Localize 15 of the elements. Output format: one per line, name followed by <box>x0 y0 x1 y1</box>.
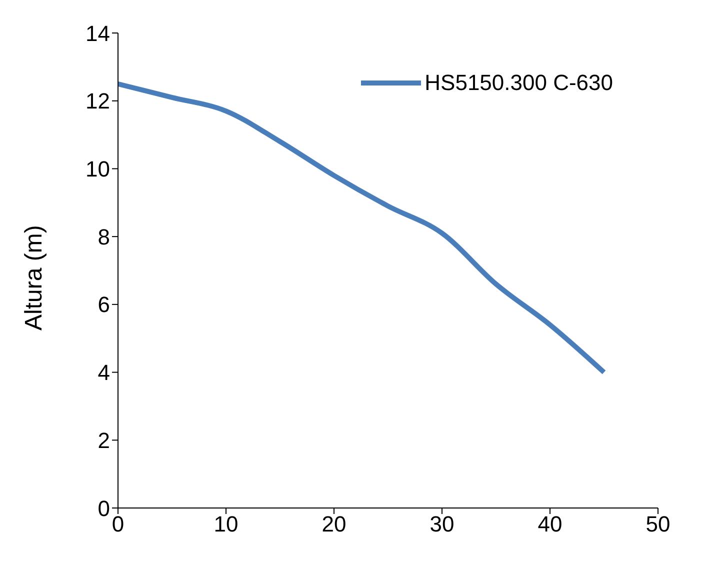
y-tick-label: 10 <box>86 156 110 182</box>
y-tick-label: 12 <box>86 88 110 114</box>
y-tick-label: 4 <box>98 360 110 386</box>
y-tick-label: 8 <box>98 224 110 250</box>
y-tick-label: 14 <box>86 20 110 46</box>
x-tick-label: 20 <box>322 512 346 537</box>
y-tick-label: 0 <box>98 496 110 521</box>
y-axis-title: Altura (m) <box>20 225 48 330</box>
legend-label: HS5150.300 C-630 <box>424 70 613 96</box>
x-tick-label: 40 <box>538 512 562 537</box>
x-tick-label: 10 <box>214 512 238 537</box>
y-tick-label: 6 <box>98 292 110 318</box>
x-tick-label: 50 <box>646 512 670 537</box>
y-tick-label: 2 <box>98 428 110 453</box>
x-tick-label: 30 <box>430 512 454 537</box>
